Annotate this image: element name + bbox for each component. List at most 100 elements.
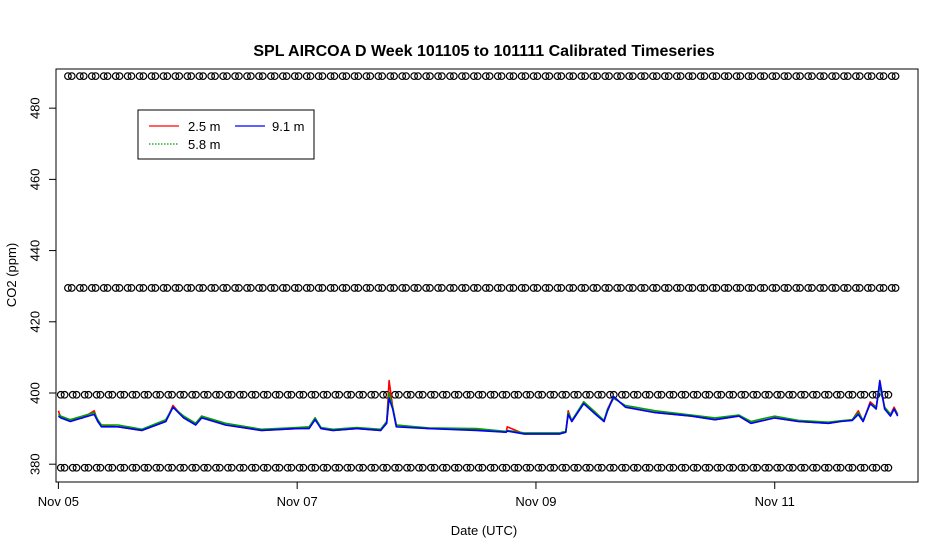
calibration-point [235, 390, 244, 399]
calibration-point [517, 72, 526, 81]
calibration-point [606, 463, 614, 472]
calibration-point [720, 72, 729, 81]
calibration-point [390, 284, 399, 292]
calibration-point [796, 284, 804, 292]
calibration-point [804, 72, 813, 81]
calibration-point [887, 284, 896, 292]
calibration-point [414, 284, 422, 292]
calibration-point [637, 72, 645, 81]
calibration-point [712, 284, 721, 292]
calibration-point [788, 390, 797, 399]
calibration-point [553, 284, 562, 292]
calibration-point [605, 284, 613, 292]
calibration-point [287, 390, 296, 399]
calibration-point [546, 463, 555, 472]
calibration-point [594, 390, 602, 399]
calibration-point [342, 284, 351, 292]
calibration-point [550, 390, 558, 399]
calibration-point [354, 72, 363, 81]
calibration-point [406, 390, 415, 399]
calibration-point [111, 72, 120, 81]
calibration-point [705, 390, 714, 399]
calibration-point [534, 463, 543, 472]
calibration-point [135, 284, 144, 292]
calibration-point [247, 390, 256, 399]
calibration-point [780, 284, 789, 292]
calibration-point [418, 390, 427, 399]
calibration-point [831, 284, 840, 292]
calibration-point [108, 390, 117, 399]
calibration-point [446, 284, 454, 292]
calibration-point [116, 390, 125, 399]
calibration-point [430, 390, 439, 399]
calibration-point [223, 72, 231, 81]
y-tick-label: 460 [27, 169, 42, 191]
calibration-point [741, 463, 750, 472]
calibration-point [737, 390, 746, 399]
calibration-point [282, 284, 291, 292]
calibration-point [67, 72, 76, 81]
calibration-point [828, 284, 836, 292]
calibration-point [96, 463, 105, 472]
calibration-point [227, 463, 236, 472]
calibration-point [383, 463, 391, 472]
calibration-point [438, 390, 447, 399]
calibration-point [777, 390, 785, 399]
calibration-point [510, 390, 519, 399]
calibration-point [414, 72, 422, 81]
calibration-point [350, 72, 359, 81]
calibration-point [617, 72, 625, 81]
calibration-point [521, 284, 530, 292]
calibration-point [115, 72, 124, 81]
calibration-point [219, 72, 228, 81]
calibration-point [867, 72, 876, 81]
calibration-point [701, 390, 710, 399]
calibration-point [379, 390, 388, 399]
calibration-point [295, 463, 304, 472]
x-tick-label: Nov 07 [277, 494, 318, 509]
calibration-point [84, 463, 93, 472]
calibration-point [593, 72, 601, 81]
calibration-point [366, 72, 375, 81]
calibration-point [378, 284, 387, 292]
calibration-point [669, 390, 678, 399]
calibration-point [677, 463, 686, 472]
calibration-point [91, 72, 100, 81]
calibration-point [418, 463, 427, 472]
calibration-point [96, 390, 105, 399]
calibration-point [283, 463, 292, 472]
calibration-point [809, 390, 817, 399]
calibration-point [613, 284, 622, 292]
calibration-point [574, 390, 582, 399]
calibration-point [104, 390, 113, 399]
calibration-point [461, 284, 470, 292]
calibration-point [255, 72, 263, 81]
calibration-point [844, 463, 853, 472]
calibration-point [207, 72, 216, 81]
calibration-point [696, 284, 705, 292]
calibration-point [526, 390, 535, 399]
calibration-point [235, 463, 244, 472]
calibration-point [168, 463, 176, 472]
calibration-point [684, 72, 693, 81]
legend-label-9-1m: 9.1 m [272, 119, 305, 134]
calibration-point [649, 72, 657, 81]
calibration-point [338, 284, 347, 292]
calibration-point [562, 463, 570, 472]
calibration-point [633, 390, 642, 399]
calibration-point [589, 72, 598, 81]
calibration-point [796, 72, 804, 81]
calibration-point [836, 463, 845, 472]
calibration-point [458, 72, 466, 81]
calibration-point [426, 284, 434, 292]
calibration-point [386, 72, 395, 81]
calibration-point [330, 72, 339, 81]
calibration-point [773, 463, 782, 472]
calibration-point [594, 463, 602, 472]
calibration-point [860, 390, 869, 399]
calibration-point [343, 463, 352, 472]
calibration-point [159, 284, 168, 292]
calibration-point [653, 463, 662, 472]
calibration-point [760, 72, 769, 81]
